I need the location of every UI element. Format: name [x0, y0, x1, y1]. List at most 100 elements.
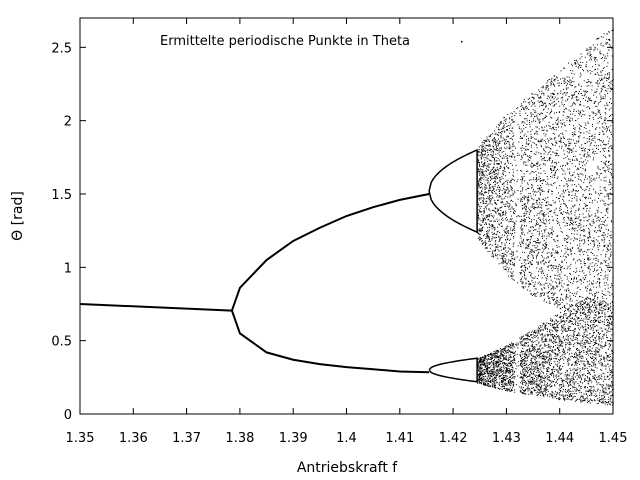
chaos-point	[584, 90, 586, 92]
chaos-point	[523, 176, 525, 178]
chaos-point	[552, 94, 554, 96]
chaos-point	[560, 390, 562, 392]
chaos-point	[528, 103, 530, 105]
chaos-point	[525, 393, 527, 395]
chaos-point	[503, 372, 505, 374]
chaos-point	[493, 191, 495, 193]
chaos-point	[545, 181, 547, 183]
chaos-point	[512, 169, 514, 171]
chaos-point	[494, 139, 496, 141]
chaos-point	[489, 171, 491, 172]
chaos-point	[603, 221, 605, 223]
chaos-point	[562, 119, 564, 121]
chaos-point	[609, 155, 611, 157]
chaos-point	[606, 224, 608, 226]
chaos-point	[486, 136, 488, 138]
chaos-point	[549, 379, 551, 381]
chaos-point	[578, 83, 580, 85]
chaos-point	[481, 358, 483, 360]
chaos-point	[532, 378, 534, 380]
chaos-point	[479, 173, 481, 175]
chaos-point	[482, 357, 484, 359]
chaos-point	[608, 154, 610, 156]
chaos-point	[509, 130, 511, 132]
chaos-point	[499, 381, 501, 383]
chaos-point	[608, 140, 610, 142]
chaos-point	[586, 85, 588, 87]
chaos-point	[525, 246, 527, 248]
chaos-point	[595, 114, 597, 116]
chaos-point	[603, 236, 605, 238]
chaos-point	[492, 185, 494, 187]
chaos-point	[509, 370, 511, 372]
chaos-point	[512, 369, 514, 371]
chaos-point	[570, 253, 572, 255]
chaos-point	[565, 100, 567, 102]
chaos-point	[608, 326, 610, 328]
chaos-point	[609, 130, 611, 132]
chaos-point	[522, 359, 524, 361]
chaos-point	[543, 341, 545, 343]
chaos-point	[590, 389, 592, 391]
chaos-point	[536, 349, 538, 351]
chaos-point	[566, 108, 568, 110]
chaos-point	[490, 134, 492, 136]
chaos-point	[531, 129, 533, 131]
chaos-point	[551, 165, 553, 167]
chaos-point	[553, 166, 555, 168]
chaos-point	[558, 161, 560, 163]
chaos-point	[556, 76, 558, 78]
chaos-point	[502, 217, 504, 219]
chaos-point	[559, 281, 561, 283]
chaos-point	[528, 280, 530, 282]
chaos-point	[525, 108, 527, 110]
chaos-point	[552, 144, 554, 146]
chaos-point	[500, 156, 502, 158]
chaos-point	[507, 232, 509, 234]
chaos-point	[542, 85, 544, 87]
chaos-point	[605, 117, 607, 119]
chaos-point	[539, 379, 541, 381]
chaos-point	[597, 347, 599, 349]
chaos-point	[508, 190, 510, 192]
chaos-point	[583, 207, 585, 209]
chaos-point	[607, 284, 609, 286]
chaos-point	[538, 198, 540, 200]
chaos-point	[552, 294, 554, 296]
chaos-point	[572, 113, 574, 115]
chaos-point	[608, 388, 610, 390]
chaos-point	[521, 122, 523, 124]
chaos-point	[529, 192, 531, 194]
chaos-point	[499, 177, 501, 179]
chaos-point	[597, 207, 599, 209]
chaos-point	[519, 337, 521, 339]
chaos-point	[603, 119, 605, 121]
chaos-point	[586, 257, 588, 259]
chaos-point	[538, 390, 540, 392]
chaos-point	[597, 145, 599, 147]
chaos-point	[556, 178, 558, 180]
chaos-point	[510, 275, 512, 277]
chaos-point	[482, 169, 484, 171]
chaos-point	[526, 246, 528, 248]
chaos-point	[557, 324, 559, 326]
chaos-point	[599, 394, 601, 396]
chaos-point	[542, 189, 544, 191]
chaos-point	[501, 243, 503, 245]
chaos-point	[512, 252, 514, 254]
chaos-point	[533, 164, 535, 166]
chaos-point	[489, 356, 491, 358]
chaos-point	[607, 287, 609, 289]
chaos-point	[491, 140, 493, 142]
chaos-point	[580, 224, 582, 226]
chaos-point	[567, 189, 569, 191]
chaos-point	[603, 121, 605, 123]
chaos-point	[588, 268, 590, 270]
chaos-point	[493, 146, 494, 148]
chaos-point	[577, 159, 579, 161]
chaos-point	[528, 229, 530, 231]
chaos-point	[508, 221, 510, 223]
chaos-point	[569, 295, 571, 297]
chaos-point	[507, 157, 509, 159]
chaos-point	[485, 184, 487, 186]
